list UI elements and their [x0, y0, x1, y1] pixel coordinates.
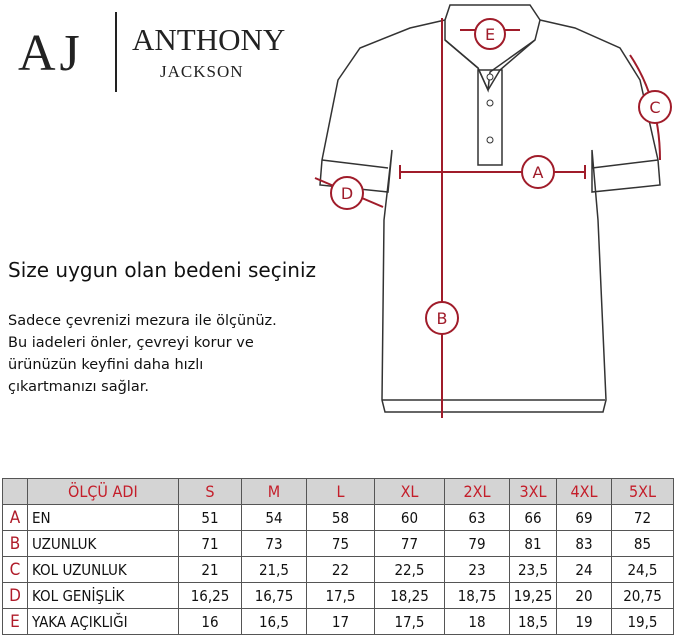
table-cell: 18	[444, 608, 510, 635]
row-letter: B	[2, 530, 28, 557]
table-cell: 79	[444, 530, 510, 557]
row-letter: A	[2, 504, 28, 531]
table-cell: 21,5	[241, 556, 307, 583]
size-table: ÖLÇÜ ADI S M L XL 2XL 3XL 4XL 5XL A EN 51 5…	[2, 478, 674, 635]
table-cell: 19	[556, 608, 612, 635]
description: Sadece çevrenizi mezura ile ölçünüz. Bu …	[8, 310, 308, 398]
table-row: D KOL GENİŞLİK 16,25 16,75 17,5 18,25 18,75 19,…	[2, 582, 674, 609]
table-cell: 23,5	[509, 556, 557, 583]
table-cell: 72	[611, 504, 674, 531]
header-size: S	[178, 478, 242, 505]
table-cell: 60	[374, 504, 445, 531]
header-size: L	[306, 478, 375, 505]
table-cell: 21	[178, 556, 242, 583]
table-cell: 22	[306, 556, 375, 583]
table-cell: 77	[374, 530, 445, 557]
table-cell: 63	[444, 504, 510, 531]
row-name: KOL UZUNLUK	[27, 556, 179, 583]
table-row: A EN 51 54 58 60 63 66 69 72	[2, 504, 674, 531]
polo-shirt-diagram: E A C D B	[314, 4, 672, 418]
table-cell: 16	[178, 608, 242, 635]
header-name: ÖLÇÜ ADI	[27, 478, 179, 505]
table-cell: 17,5	[306, 582, 375, 609]
header-size: 2XL	[444, 478, 510, 505]
row-letter: C	[2, 556, 28, 583]
description-line: Bu iadeleri önler, çevreyi korur ve	[8, 335, 254, 351]
table-cell: 16,5	[241, 608, 307, 635]
marker-e-label: E	[485, 25, 495, 44]
marker-d-icon	[330, 176, 364, 210]
row-name: YAKA AÇIKLIĞI	[27, 608, 179, 635]
table-cell: 24	[556, 556, 612, 583]
table-row: B UZUNLUK 71 73 75 77 79 81 83 85	[2, 530, 674, 557]
marker-b-icon	[425, 301, 459, 335]
table-cell: 23	[444, 556, 510, 583]
marker-a-label: A	[533, 163, 544, 182]
table-cell: 20,75	[611, 582, 674, 609]
header-size: 4XL	[556, 478, 612, 505]
table-cell: 19,5	[611, 608, 674, 635]
marker-c-label: C	[649, 98, 660, 117]
table-cell: 17	[306, 608, 375, 635]
table-cell: 73	[241, 530, 307, 557]
table-cell: 54	[241, 504, 307, 531]
table-cell: 83	[556, 530, 612, 557]
shirt-outline	[319, 4, 661, 413]
header-size: 5XL	[611, 478, 674, 505]
table-cell: 75	[306, 530, 375, 557]
table-cell: 69	[556, 504, 612, 531]
marker-c-icon	[638, 90, 672, 124]
marker-d-label: D	[341, 184, 353, 203]
table-cell: 58	[306, 504, 375, 531]
table-cell: 18,5	[509, 608, 557, 635]
table-cell: 19,25	[509, 582, 557, 609]
table-header-row: ÖLÇÜ ADI S M L XL 2XL 3XL 4XL 5XL	[2, 478, 674, 505]
page-heading: Size uygun olan bedeni seçiniz	[8, 258, 317, 282]
table-cell: 66	[509, 504, 557, 531]
table-row: E YAKA AÇIKLIĞI 16 16,5 17 17,5 18 18,5 19 19,5	[2, 608, 674, 635]
row-name: EN	[27, 504, 179, 531]
marker-b-label: B	[437, 309, 448, 328]
table-cell: 16,25	[178, 582, 242, 609]
row-letter: E	[2, 608, 28, 635]
logo-name-line1: ANTHONY	[132, 22, 286, 57]
description-line: çıkartmanızı sağlar.	[8, 379, 149, 395]
description-line: ürünüzün keyfini daha hızlı	[8, 357, 204, 373]
table-cell: 18,75	[444, 582, 510, 609]
marker-a-icon	[521, 155, 555, 189]
row-name: KOL GENİŞLİK	[27, 582, 179, 609]
logo-name-line2: JACKSON	[160, 62, 244, 81]
logo-initials: AJ	[18, 25, 84, 82]
table-cell: 22,5	[374, 556, 445, 583]
row-letter: D	[2, 582, 28, 609]
table-cell: 24,5	[611, 556, 674, 583]
header-blank	[2, 478, 28, 505]
header-size: M	[241, 478, 307, 505]
header-size: 3XL	[509, 478, 557, 505]
logo-divider	[115, 12, 117, 92]
marker-e-icon	[474, 18, 506, 50]
table-row: C KOL UZUNLUK 21 21,5 22 22,5 23 23,5 24 24,5	[2, 556, 674, 583]
table-cell: 17,5	[374, 608, 445, 635]
table-cell: 18,25	[374, 582, 445, 609]
table-cell: 16,75	[241, 582, 307, 609]
table-cell: 20	[556, 582, 612, 609]
table-cell: 71	[178, 530, 242, 557]
description-line: Sadece çevrenizi mezura ile ölçünüz.	[8, 313, 277, 329]
table-cell: 51	[178, 504, 242, 531]
table-cell: 81	[509, 530, 557, 557]
table-cell: 85	[611, 530, 674, 557]
row-name: UZUNLUK	[27, 530, 179, 557]
header-size: XL	[374, 478, 445, 505]
